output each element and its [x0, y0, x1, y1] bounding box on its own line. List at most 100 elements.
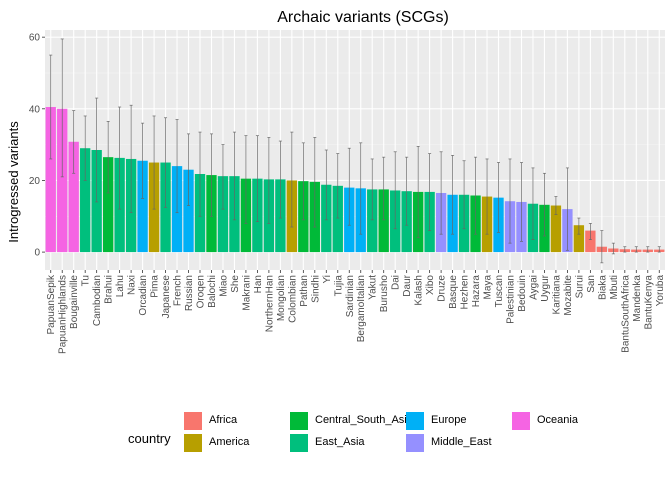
bar-Karitiana — [550, 205, 562, 253]
legend-key — [290, 412, 308, 430]
y-tick-label: 0 — [34, 248, 40, 259]
x-tick-label: Druze — [437, 275, 448, 302]
x-tick-label: BantuKenya — [643, 275, 654, 330]
error-bar-French — [175, 119, 179, 214]
error-bar-Surui — [577, 217, 581, 235]
error-bar-Bougainville — [72, 110, 76, 174]
error-bar-Cambodian — [95, 97, 99, 203]
legend-key — [512, 412, 530, 430]
legend-key — [184, 412, 202, 430]
chart-title: Archaic variants (SCGs) — [277, 9, 449, 26]
plot-panel: 0 20 40 60 PapuanSepik PapuanHighlands Bougain… — [29, 30, 666, 354]
x-tick-label: Yakut — [368, 275, 379, 300]
error-bar-Japanese — [164, 117, 168, 208]
bar-Surui — [573, 225, 585, 253]
error-bar-Russian — [187, 133, 191, 206]
x-tick-label: Cambodian — [92, 275, 103, 326]
x-tick-label: She — [230, 275, 241, 293]
error-bar-Han — [255, 135, 259, 222]
error-bar-Maya — [485, 158, 489, 235]
bar-Yakut — [367, 189, 378, 253]
x-tick-label: San — [586, 275, 597, 293]
error-bar-Hazara — [474, 156, 478, 235]
error-bar-Mongolian — [278, 140, 282, 219]
x-tick-label: French — [173, 275, 184, 306]
x-tick-label: Mandenka — [632, 275, 643, 322]
error-bar-Miao — [221, 144, 225, 210]
error-bar-Yakut — [370, 158, 374, 221]
error-bar-Naxi — [129, 104, 133, 214]
bar-Miao — [217, 176, 229, 253]
error-bar-Dai — [393, 151, 397, 230]
error-bar-Brahui — [106, 120, 110, 194]
error-bar-Burusho — [382, 156, 386, 221]
x-tick-label: Uygur — [540, 274, 551, 301]
bar-Russian — [183, 169, 194, 253]
x-tick-label: Bedouin — [517, 275, 528, 312]
error-bar-BantuKenya — [646, 246, 650, 253]
error-bar-Palestinian — [508, 158, 512, 244]
legend-label: Africa — [209, 414, 238, 426]
y-tick-label: 40 — [29, 104, 41, 115]
error-bar-Pathan — [301, 142, 305, 221]
x-tick-label: Mbuti — [609, 275, 620, 299]
error-bar-PapuanSepik — [49, 54, 53, 160]
x-tick-label: Japanese — [161, 275, 172, 319]
error-bar-BantuSouthAfrica — [623, 246, 627, 253]
x-tick-label: Xibo — [425, 275, 436, 295]
legend-label: East_Asia — [315, 436, 365, 448]
legend-label: Middle_East — [431, 436, 492, 448]
legend-label: Central_South_Asia — [315, 414, 413, 426]
bar-Burusho — [378, 189, 389, 253]
error-bar-PapuanHighlands — [60, 38, 64, 178]
error-bar-Tujia — [336, 153, 340, 219]
error-bar-Orcadian — [141, 122, 145, 199]
bar-Brahui — [102, 157, 114, 253]
error-bar-Aygai — [531, 167, 535, 240]
x-tick-label: Tujia — [333, 275, 344, 297]
error-bar-Mozabite — [565, 167, 569, 251]
bar-Tujia — [332, 185, 343, 253]
x-tick-label: Burusho — [379, 275, 390, 313]
error-bar-Mbuti — [611, 242, 615, 255]
error-bar-Bedouin — [519, 162, 523, 242]
legend: country Africa America Central_South_Asia E… — [128, 402, 658, 462]
x-tick-label: NorthernHan — [264, 275, 275, 332]
bar-Orcadian — [137, 160, 148, 253]
error-bar-Mandenka — [634, 246, 638, 253]
error-bar-Hezhen — [462, 160, 466, 230]
bar-Tu — [80, 148, 91, 253]
x-tick-label: Yi — [322, 275, 333, 284]
legend-key — [184, 434, 202, 452]
x-tick-label: Biaka — [597, 275, 608, 300]
bar-San — [585, 230, 596, 253]
error-bar-Yoruba — [657, 246, 661, 253]
x-tick-label: Maya — [483, 275, 494, 300]
x-tick-label: BantuSouthAfrica — [620, 275, 631, 353]
legend-key — [406, 434, 424, 452]
x-tick-label: Tu — [81, 275, 92, 286]
error-bar-Druze — [439, 151, 443, 235]
panel-background — [45, 30, 665, 270]
error-bar-Xibo — [428, 153, 432, 231]
error-bar-Yi — [324, 149, 328, 221]
error-bar-She — [232, 131, 236, 221]
bar-PapuanHighlands — [57, 108, 68, 253]
x-tick-label: Surui — [574, 275, 585, 298]
x-tick-label: Naxi — [127, 275, 138, 295]
x-tick-label: Orcadian — [138, 275, 149, 316]
x-tick-label: Sardinian — [345, 275, 356, 317]
x-tick-label: Hazara — [471, 275, 482, 308]
error-bar-Colombian — [290, 131, 294, 228]
x-tick-label: Sindhi — [310, 275, 321, 303]
error-bar-Sardinian — [347, 147, 351, 226]
y-axis-label: Introgressed variants — [6, 121, 21, 243]
error-bar-Daur — [405, 156, 409, 226]
x-tick-label: Palestinian — [506, 275, 517, 324]
legend-key — [406, 412, 424, 430]
legend-label: Europe — [431, 414, 467, 426]
legend-label: Oceania — [537, 414, 578, 426]
error-bar-San — [588, 223, 592, 240]
x-tick-label: Oroqen — [196, 275, 207, 308]
